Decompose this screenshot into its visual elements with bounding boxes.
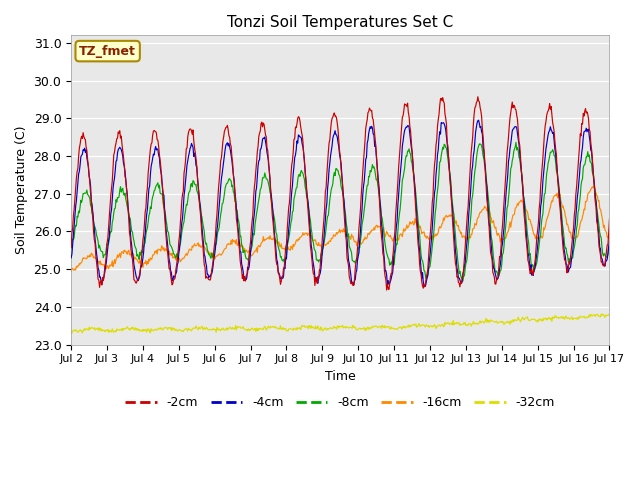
- Text: TZ_fmet: TZ_fmet: [79, 45, 136, 58]
- Title: Tonzi Soil Temperatures Set C: Tonzi Soil Temperatures Set C: [227, 15, 453, 30]
- X-axis label: Time: Time: [325, 370, 356, 383]
- Legend: -2cm, -4cm, -8cm, -16cm, -32cm: -2cm, -4cm, -8cm, -16cm, -32cm: [120, 391, 560, 414]
- Y-axis label: Soil Temperature (C): Soil Temperature (C): [15, 126, 28, 254]
